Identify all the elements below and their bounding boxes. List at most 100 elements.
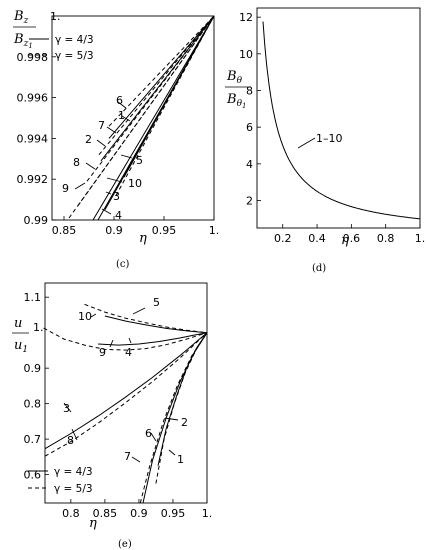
curve-label: 4 bbox=[125, 346, 132, 359]
curve-1-10 bbox=[262, 21, 421, 220]
curve-label: 8 bbox=[73, 156, 80, 169]
line-case-4 bbox=[92, 15, 215, 221]
panel-e-y-one-label: 1. bbox=[33, 321, 44, 334]
panel-e-x-label: η bbox=[89, 516, 97, 531]
curve-label: 5 bbox=[136, 154, 143, 167]
y-tick-label: 0.7 bbox=[24, 433, 42, 446]
panel-c-lines: 6 172 5 8 10 9 3 4 bbox=[62, 15, 215, 222]
x-tick-label: 0.2 bbox=[274, 232, 292, 245]
x-tick-label: 0.95 bbox=[161, 507, 186, 520]
curve-label: 3 bbox=[63, 402, 70, 415]
panel-c-frame bbox=[51, 15, 215, 221]
line-case-7 bbox=[98, 15, 215, 156]
panel-c-y-top-label: 1. bbox=[50, 10, 61, 23]
panel-e-lines: 10 5 9 4 3 8 2 6 1 7 bbox=[43, 296, 208, 504]
curve-label: 2 bbox=[85, 133, 92, 146]
curve-label-leader bbox=[131, 456, 141, 463]
curve-label-leader bbox=[63, 402, 72, 413]
curve-label-leader bbox=[90, 313, 97, 318]
panel-d-frame bbox=[256, 7, 421, 229]
panel-c-legend: γ = 4/3 γ = 5/3 bbox=[29, 34, 94, 62]
curve-label-leader bbox=[164, 417, 179, 421]
curve-label-leader bbox=[106, 177, 123, 183]
curve-label-leader bbox=[96, 139, 106, 147]
curve-label: 6 bbox=[145, 427, 152, 440]
curve-label-leader bbox=[85, 162, 96, 170]
svg-text:Bθ1: Bθ1 bbox=[226, 92, 246, 110]
panel-d-lines bbox=[262, 21, 421, 220]
y-tick-label: 4 bbox=[246, 158, 253, 171]
curve-label-leader bbox=[117, 101, 127, 109]
line-unlabeled bbox=[100, 15, 215, 162]
panel-d-x-label: η bbox=[341, 233, 349, 248]
x-tick-label: 0.8 bbox=[62, 507, 80, 520]
curve-label: 10 bbox=[128, 177, 142, 190]
y-tick-label: 2 bbox=[246, 195, 253, 208]
svg-text:Bz1: Bz1 bbox=[13, 32, 33, 50]
plot-frame bbox=[44, 282, 208, 504]
x-tick-label: 1. bbox=[202, 507, 213, 520]
curve-label-leader bbox=[150, 432, 157, 442]
curve-label-leader bbox=[101, 208, 112, 215]
panel-e-caption: (e) bbox=[118, 539, 132, 550]
curve-label: 10 bbox=[78, 310, 92, 323]
x-tick-label: 0.4 bbox=[308, 232, 326, 245]
x-tick-label: 0.9 bbox=[105, 224, 123, 237]
y-tick-label: 10 bbox=[239, 48, 253, 61]
x-tick-label: 1. bbox=[415, 232, 426, 245]
panel-d-curve-label: 1–10 bbox=[316, 132, 343, 145]
curve-label-leader bbox=[106, 126, 117, 134]
panel-d: 0.2 0.4 0.6 0.8 1. 12 10 8 6 4 2 Bθ Bθ1 η 1–10 (d) bbox=[225, 7, 425, 274]
curve-label-leader bbox=[74, 182, 86, 190]
curve-label-leader bbox=[120, 154, 133, 159]
curve-label-leader bbox=[109, 339, 114, 348]
line-case-5 bbox=[104, 315, 208, 334]
line-case-4 bbox=[98, 332, 208, 346]
y-tick-label: 0.99 bbox=[24, 214, 49, 227]
panel-e-frame bbox=[44, 282, 208, 504]
curve-label: 4 bbox=[115, 209, 122, 222]
y-tick-label: 0.6 bbox=[24, 469, 42, 482]
curve-label-leader bbox=[128, 337, 132, 344]
panel-c-axes: 0.85 0.9 0.95 1. 0.998 0.996 0.994 0.992 0.99 bbox=[17, 51, 220, 237]
curve-label: 6 bbox=[116, 94, 123, 107]
panel-c-x-label: η bbox=[139, 231, 147, 246]
panel-d-caption: (d) bbox=[312, 263, 326, 274]
panel-e-legend: γ = 4/3 γ = 5/3 bbox=[28, 466, 93, 495]
y-tick-label: 0.994 bbox=[17, 132, 49, 145]
svg-text:Bθ: Bθ bbox=[226, 69, 243, 86]
line-case-7 bbox=[139, 332, 208, 504]
curve-label: 5 bbox=[153, 296, 160, 309]
panel-c-y-label: Bz Bz1 1. bbox=[13, 9, 61, 50]
plot-frame bbox=[51, 15, 215, 221]
line-case-6 bbox=[142, 332, 208, 504]
line-case-9 bbox=[43, 327, 208, 351]
svg-text:u1: u1 bbox=[14, 338, 28, 355]
legend-entry-gamma-4-3: γ = 4/3 bbox=[54, 466, 93, 478]
curve-label: 9 bbox=[99, 346, 106, 359]
y-tick-label: 0.8 bbox=[24, 398, 42, 411]
curve-label-leader bbox=[168, 449, 176, 456]
legend-entry-gamma-4-3: γ = 4/3 bbox=[55, 34, 94, 46]
y-tick-label: 1.1 bbox=[24, 291, 42, 304]
curve-label-leader bbox=[121, 115, 131, 122]
line-case-8 bbox=[44, 332, 208, 457]
curve-label: 7 bbox=[124, 450, 131, 463]
x-tick-label: 0.85 bbox=[52, 224, 77, 237]
y-tick-label: 8 bbox=[246, 85, 253, 98]
y-tick-label: 6 bbox=[246, 121, 253, 134]
x-tick-label: 1. bbox=[209, 224, 220, 237]
line-case-3 bbox=[44, 332, 208, 450]
panel-d-axes: 0.2 0.4 0.6 0.8 1. 12 10 8 6 4 2 bbox=[239, 11, 425, 245]
svg-text:Bz: Bz bbox=[13, 9, 29, 26]
line-case-2 bbox=[86, 15, 215, 182]
curve-label-leader bbox=[71, 428, 78, 441]
curve-label: 3 bbox=[113, 190, 120, 203]
line-case-1 bbox=[108, 15, 215, 139]
panel-c-caption: (c) bbox=[116, 259, 130, 270]
svg-text:u: u bbox=[14, 316, 22, 331]
curve-label: 1 bbox=[177, 453, 184, 466]
x-tick-label: 0.8 bbox=[377, 232, 395, 245]
